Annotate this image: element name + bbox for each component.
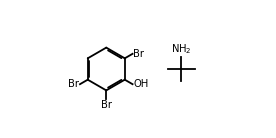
Text: Br: Br [133, 49, 144, 59]
Text: Br: Br [101, 100, 112, 110]
Text: NH$_2$: NH$_2$ [171, 42, 192, 56]
Text: Br: Br [68, 79, 79, 89]
Text: OH: OH [133, 79, 148, 89]
